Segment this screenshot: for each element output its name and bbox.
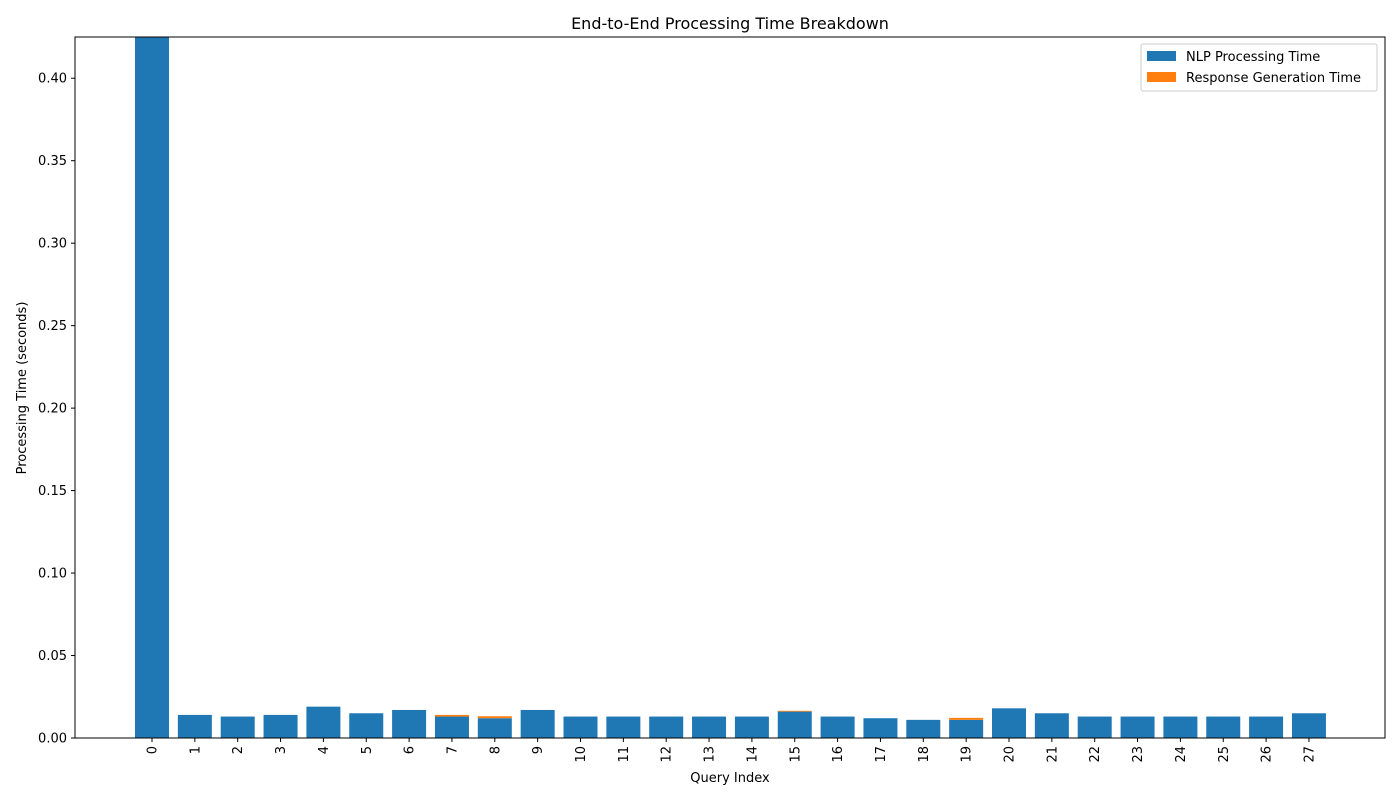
bar-nlp-1	[177, 714, 212, 738]
x-tick-label: 23	[1131, 746, 1146, 763]
x-tick-label: 15	[788, 746, 803, 763]
bar-nlp-26	[1249, 716, 1284, 738]
y-tick-label: 0.00	[38, 732, 67, 747]
bar-nlp-17	[863, 718, 898, 738]
x-tick-label: 16	[831, 746, 846, 763]
legend-label-nlp: NLP Processing Time	[1186, 50, 1320, 65]
bar-nlp-19	[949, 719, 984, 738]
bar-nlp-4	[306, 706, 341, 738]
x-axis: 0 1 2 3 4 5 6 7 8 9 10 11 12 13 14 15 16 17 18 19 20 21 22 23 24…	[146, 738, 1317, 763]
x-tick-label: 4	[317, 746, 332, 754]
x-tick-label: 0	[146, 746, 161, 754]
bar-nlp-3	[263, 714, 298, 738]
x-tick-label: 1	[188, 746, 203, 754]
y-tick-label: 0.05	[38, 649, 67, 664]
y-tick-label: 0.15	[38, 484, 67, 499]
bar-response-8	[477, 716, 512, 719]
bar-nlp-7	[434, 716, 469, 738]
y-tick-label: 0.25	[38, 319, 67, 334]
x-tick-label: 14	[745, 746, 760, 763]
legend: NLP Processing Time Response Generation …	[1140, 43, 1378, 92]
y-tick-label: 0.35	[38, 154, 67, 169]
bar-nlp-18	[906, 719, 941, 738]
legend-label-response: Response Generation Time	[1186, 71, 1361, 86]
y-axis-label: Processing Time (seconds)	[15, 302, 30, 475]
bar-nlp-21	[1034, 713, 1069, 738]
legend-swatch-response	[1147, 72, 1176, 82]
bar-nlp-15	[777, 711, 812, 738]
y-tick-label: 0.30	[38, 237, 67, 252]
bar-response-15	[777, 710, 812, 712]
x-tick-label: 17	[874, 746, 889, 763]
bar-nlp-5	[349, 713, 384, 738]
x-axis-label: Query Index	[690, 771, 770, 786]
bar-nlp-14	[734, 716, 769, 738]
x-tick-label: 22	[1088, 746, 1103, 763]
x-tick-label: 25	[1217, 746, 1232, 763]
bar-nlp-27	[1291, 713, 1326, 738]
bar-nlp-20	[992, 708, 1026, 738]
y-tick-label: 0.10	[38, 567, 67, 582]
bar-nlp-0	[135, 37, 169, 738]
x-tick-label: 13	[703, 746, 718, 763]
bar-nlp-23	[1120, 716, 1155, 738]
bars-layer	[135, 37, 1326, 738]
bar-nlp-10	[563, 716, 598, 738]
bar-nlp-16	[820, 716, 855, 738]
y-tick-label: 0.40	[38, 72, 67, 87]
legend-frame	[1140, 43, 1378, 92]
legend-swatch-nlp	[1147, 51, 1176, 61]
x-tick-label: 8	[488, 746, 503, 754]
bar-nlp-8	[477, 718, 512, 738]
x-tick-label: 12	[660, 746, 675, 763]
bar-response-19	[949, 717, 984, 720]
y-tick-label: 0.20	[38, 402, 67, 417]
bar-nlp-13	[692, 716, 727, 738]
x-tick-label: 7	[445, 746, 460, 754]
x-tick-label: 26	[1260, 746, 1275, 763]
x-tick-label: 11	[617, 746, 632, 763]
bar-nlp-2	[220, 716, 255, 738]
x-tick-label: 6	[403, 746, 418, 754]
bar-nlp-11	[606, 716, 641, 738]
x-tick-label: 2	[231, 746, 246, 754]
x-tick-label: 20	[1003, 746, 1018, 763]
x-tick-label: 9	[531, 746, 546, 754]
bar-nlp-22	[1077, 716, 1112, 738]
y-axis: 0.00 0.05 0.10 0.15 0.20 0.25 0.30 0.35 0.40	[38, 72, 75, 747]
x-tick-label: 5	[360, 746, 375, 754]
plot-frame	[74, 36, 1386, 739]
x-tick-label: 3	[274, 746, 289, 754]
bar-nlp-6	[392, 709, 427, 738]
x-tick-label: 21	[1045, 746, 1060, 763]
chart-title: End-to-End Processing Time Breakdown	[571, 14, 889, 33]
x-tick-label: 27	[1302, 746, 1317, 763]
x-tick-label: 10	[574, 746, 589, 763]
bar-nlp-12	[649, 716, 684, 738]
bar-response-7	[434, 714, 469, 717]
x-tick-label: 19	[960, 746, 975, 763]
x-tick-label: 18	[917, 746, 932, 763]
bar-nlp-9	[520, 709, 555, 738]
x-tick-label: 24	[1174, 746, 1189, 763]
bar-nlp-24	[1163, 716, 1198, 738]
bar-nlp-25	[1206, 716, 1241, 738]
